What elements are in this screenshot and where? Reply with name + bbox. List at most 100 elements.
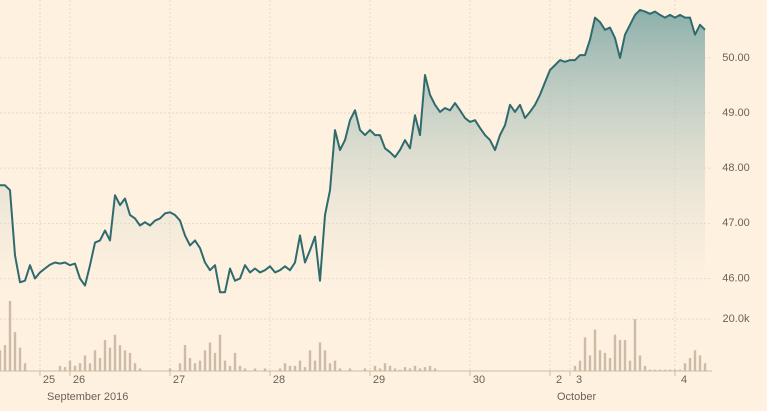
volume-bar <box>698 355 702 371</box>
volume-bar <box>423 367 427 371</box>
volume-bar <box>313 360 317 371</box>
volume-bar <box>73 365 77 371</box>
volume-bar <box>608 358 612 371</box>
price-line <box>0 8 706 294</box>
volume-bar <box>633 319 637 371</box>
volume-bar <box>683 363 687 371</box>
volume-bar <box>363 368 367 371</box>
volume-bar <box>403 367 407 371</box>
volume-bar <box>308 350 312 371</box>
volume-bar <box>653 369 657 371</box>
volume-bar <box>283 363 287 371</box>
volume-bar <box>108 347 112 371</box>
volume-bar <box>123 350 127 371</box>
y-tick-label: 47.00 <box>722 217 750 229</box>
volume-bar <box>378 368 382 371</box>
volume-bar <box>183 345 187 371</box>
volume-bar <box>613 334 617 371</box>
volume-bar <box>623 339 627 371</box>
volume-bar <box>118 345 122 371</box>
volume-bar <box>138 368 142 371</box>
x-tick-label: 29 <box>373 374 385 386</box>
volume-bar <box>78 363 82 371</box>
volume-bar <box>383 363 387 371</box>
volume-bar <box>418 368 422 371</box>
y-tick-label: 49.00 <box>722 107 750 119</box>
volume-bar <box>408 368 412 371</box>
volume-bar <box>233 352 237 371</box>
volume-bar <box>703 363 707 371</box>
volume-bar <box>603 352 607 371</box>
volume-bar <box>168 368 172 371</box>
volume-bar <box>218 334 222 371</box>
volume-bar <box>68 360 72 371</box>
volume-bar <box>413 365 417 371</box>
volume-bar <box>658 369 662 371</box>
volume-bar <box>593 329 597 371</box>
volume-bar <box>348 368 352 371</box>
volume-bar <box>373 365 377 371</box>
x-tick-label: 25 <box>43 374 55 386</box>
volume-bar <box>8 301 12 371</box>
x-tick-label: 2 <box>556 374 562 386</box>
volume-bar <box>618 339 622 371</box>
price-area <box>0 9 705 296</box>
volume-bar <box>638 355 642 371</box>
volume-bar <box>673 369 677 371</box>
volume-bar <box>293 365 297 371</box>
volume-bar <box>433 368 437 371</box>
volume-bar <box>583 337 587 371</box>
volume-bar <box>243 368 247 371</box>
volume-bar <box>298 360 302 371</box>
x-tick-label: 30 <box>473 374 485 386</box>
x-tick-label: 26 <box>73 374 85 386</box>
volume-bar <box>133 363 137 371</box>
volume-bar <box>598 350 602 371</box>
y-tick-label: 50.00 <box>722 52 750 64</box>
volume-bar <box>98 358 102 371</box>
volume-bar <box>178 363 182 371</box>
x-tick-label: 27 <box>173 374 185 386</box>
volume-bar <box>253 368 257 371</box>
volume-bar <box>428 365 432 371</box>
volume-bar <box>578 360 582 371</box>
volume-bar <box>693 350 697 371</box>
volume-bar <box>238 365 242 371</box>
volume-bar <box>88 363 92 371</box>
x-tick-label: 28 <box>273 374 285 386</box>
volume-bar <box>208 342 212 371</box>
volume-bar <box>128 352 132 371</box>
month-label: October <box>557 391 596 403</box>
volume-bar <box>278 368 282 371</box>
volume-bar <box>63 367 67 371</box>
volume-bar <box>628 360 632 371</box>
volume-bar <box>263 368 267 371</box>
x-tick-label: 4 <box>681 374 687 386</box>
volume-bar <box>58 365 62 371</box>
volume-bar <box>288 365 292 371</box>
volume-bar <box>648 369 652 371</box>
volume-bar <box>83 355 87 371</box>
volume-bar <box>323 350 327 371</box>
volume-bar <box>668 369 672 371</box>
volume-bar <box>193 363 197 371</box>
volume-bar <box>663 369 667 371</box>
volume-bar <box>393 368 397 371</box>
x-tick-label: 3 <box>576 374 582 386</box>
y-tick-label: 48.00 <box>722 162 750 174</box>
volume-bar <box>338 368 342 371</box>
volume-bar <box>318 342 322 371</box>
volume-bar <box>588 355 592 371</box>
y-tick-label: 46.00 <box>722 272 750 284</box>
volume-bar <box>3 345 7 371</box>
volume-bar <box>388 365 392 371</box>
volume-bar <box>213 352 217 371</box>
volume-bar <box>333 360 337 371</box>
volume-bar <box>678 369 682 371</box>
volume-bar <box>303 367 307 371</box>
volume-bar <box>573 365 577 371</box>
volume-bar <box>228 365 232 371</box>
volume-bar <box>688 358 692 371</box>
volume-bar <box>113 334 117 371</box>
